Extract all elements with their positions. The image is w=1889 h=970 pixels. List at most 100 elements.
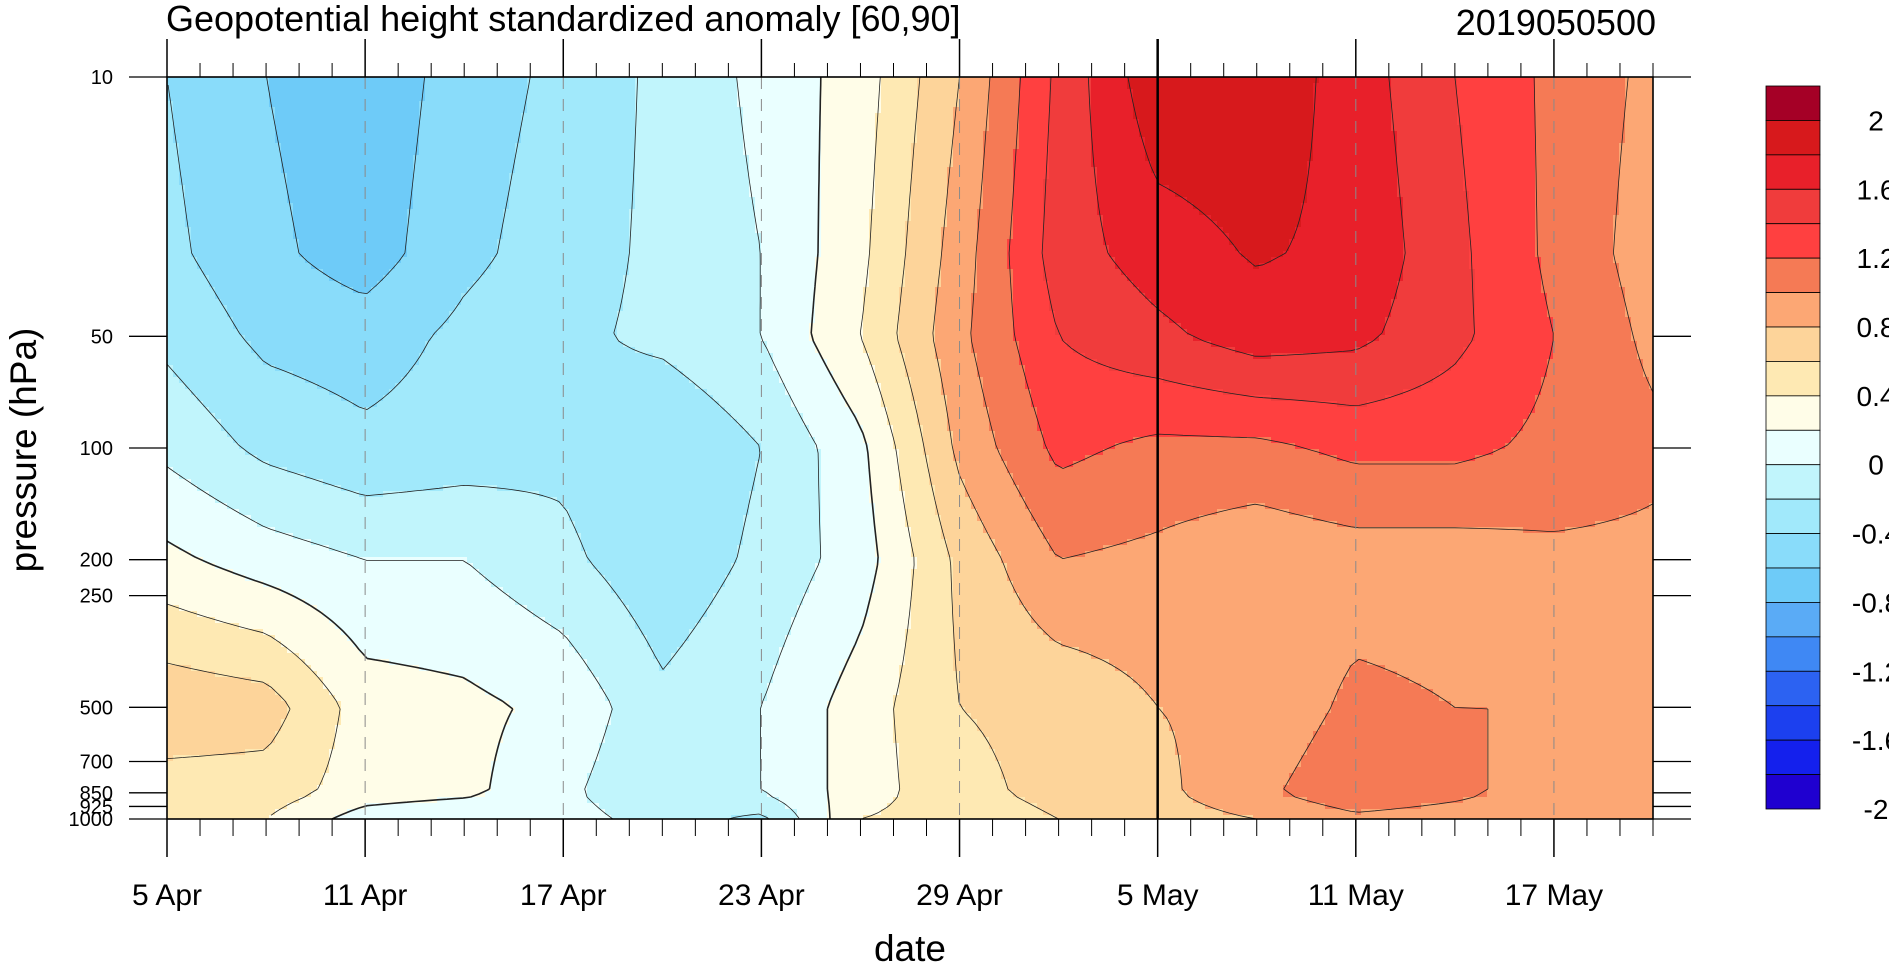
contour-cell [1457, 77, 1536, 84]
contour-cell [611, 587, 720, 594]
contour-cell [1619, 209, 1653, 216]
contour-cell [977, 269, 1014, 276]
contour-cell [1013, 179, 1044, 186]
contour-cell [1355, 659, 1368, 666]
contour-cell [875, 113, 918, 120]
contour-cell [461, 293, 624, 300]
contour-cell [167, 413, 216, 420]
contour-cell [347, 809, 606, 816]
colorbar: 21.61.20.80.40-0.4-0.8-1.2-1.6-2 [1765, 85, 1889, 825]
contour-cell [761, 701, 828, 708]
contour-cell [341, 719, 510, 726]
contour-cell [287, 647, 360, 654]
contour-cell [593, 563, 732, 570]
contour-cell [485, 689, 606, 696]
contour-cell [629, 227, 756, 234]
contour-cell [1187, 197, 1308, 204]
contour-cell [953, 431, 996, 438]
contour-cell [1019, 491, 1653, 498]
contour-cell [905, 635, 954, 642]
contour-cell [833, 371, 876, 378]
contour-cell [953, 143, 984, 150]
contour-cell [275, 731, 336, 738]
contour-cell [233, 323, 444, 330]
contour-cell [215, 617, 330, 624]
contour-cell [299, 653, 366, 660]
contour-cell [281, 719, 342, 726]
contour-cell [983, 203, 1014, 210]
contour-cell [1535, 143, 1620, 150]
contour-cell [1487, 731, 1653, 738]
contour-cell [869, 479, 900, 486]
contour-cell [1493, 449, 1653, 456]
contour-cell [755, 461, 822, 468]
contour-cell [863, 815, 1056, 819]
contour-cell [515, 161, 636, 168]
contour-cell [827, 773, 900, 780]
contour-cell [827, 803, 888, 810]
contour-cell [167, 263, 198, 270]
contour-cell [1067, 341, 1212, 348]
contour-cell [971, 503, 1026, 510]
y-tick-label: 200 [80, 550, 113, 572]
contour-cell [419, 143, 516, 150]
contour-cell [527, 605, 630, 612]
contour-cell [227, 311, 450, 318]
contour-cell [1619, 269, 1653, 276]
contour-cell [863, 431, 894, 438]
contour-cell [965, 491, 1020, 498]
contour-cell [1013, 233, 1044, 240]
contour-cell [623, 341, 768, 348]
contour-cell [875, 569, 912, 576]
contour-cell [185, 197, 288, 204]
contour-cell [1181, 755, 1302, 762]
contour-cell [953, 557, 1002, 564]
contour-cell [839, 677, 900, 684]
contour-cell [425, 89, 528, 96]
contour-cell [929, 467, 960, 474]
contour-cell [1085, 353, 1254, 360]
contour-cell [1055, 461, 1074, 468]
contour-cell [959, 467, 1008, 474]
contour-cell [905, 263, 942, 270]
contour-cell [1133, 95, 1314, 102]
contour-cell [1193, 797, 1308, 804]
contour-cell [899, 323, 936, 330]
contour-cell [407, 251, 498, 258]
contour-cell [893, 719, 978, 726]
contour-cell [269, 815, 336, 819]
contour-cell [275, 113, 420, 120]
contour-cell [1055, 317, 1170, 324]
contour-cell [479, 569, 600, 576]
contour-cell [221, 419, 738, 426]
contour-cell [299, 245, 408, 252]
contour-cell [491, 767, 594, 774]
contour-cell [1619, 203, 1653, 210]
contour-cell [983, 401, 1032, 408]
contour-cell [893, 443, 924, 450]
colorbar-swatch [1765, 429, 1821, 466]
contour-cell [875, 587, 912, 594]
contour-cell [803, 593, 870, 600]
contour-cell [167, 347, 252, 354]
contour-cell [875, 539, 912, 546]
contour-cell [893, 737, 990, 744]
contour-cell [491, 263, 630, 270]
contour-cell [167, 797, 300, 804]
contour-cell [1619, 143, 1653, 150]
contour-cell [239, 443, 762, 450]
contour-cell [911, 545, 948, 552]
contour-cell [191, 479, 324, 486]
contour-cell [425, 95, 528, 102]
contour-cell [899, 341, 936, 348]
contour-cell [821, 191, 876, 198]
contour-cell [527, 95, 636, 102]
contour-cell [197, 263, 312, 270]
contour-cell [761, 299, 816, 306]
y-tick-label: 250 [80, 586, 113, 608]
contour-cell [221, 425, 744, 432]
contour-cell [425, 77, 528, 84]
contour-cell [1469, 257, 1542, 264]
contour-cell [815, 275, 870, 282]
